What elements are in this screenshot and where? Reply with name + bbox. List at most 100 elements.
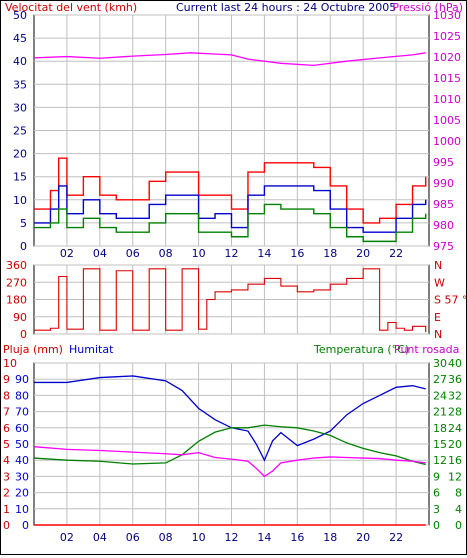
pressure-y-tick-label: 975: [433, 240, 454, 253]
x-tick-label: 10: [192, 247, 206, 260]
dewpoint-y-tick-label: 20: [448, 438, 462, 451]
x-tick-label: 22: [389, 247, 403, 260]
dewpoint-y-tick-label: 36: [448, 373, 462, 386]
wind-average-series: [34, 185, 427, 233]
pressure-y-tick-label: 1025: [433, 30, 461, 43]
x-tick-label: 16: [290, 247, 304, 260]
temperature-y-tick-label: 30: [433, 357, 447, 370]
wind-y-tick-label: 15: [13, 171, 27, 184]
temperature-y-tick-label: 9: [433, 470, 440, 483]
x-tick-label: 18: [323, 531, 337, 544]
temperature-y-tick-label: 0: [433, 519, 440, 532]
direction-y-tick-label: 360: [6, 259, 27, 272]
rain-y-tick-label: 2: [3, 487, 10, 500]
wind-y-tick-label: 10: [13, 194, 27, 207]
pressure-y-tick-label: 1030: [433, 9, 461, 22]
x-tick-label: 16: [290, 531, 304, 544]
temperature-series: [33, 424, 426, 466]
x-tick-label: 02: [60, 531, 74, 544]
humidity-y-tick-label: 50: [15, 438, 29, 451]
dewpoint-y-tick-label: 8: [455, 487, 462, 500]
rain-y-tick-label: 1: [3, 503, 10, 516]
x-tick-label: 08: [159, 531, 173, 544]
rain-y-tick-label: 10: [3, 357, 17, 370]
rain-y-tick-label: 4: [3, 454, 10, 467]
x-tick-label: 20: [356, 531, 370, 544]
rain-y-tick-label: 6: [3, 422, 10, 435]
wind-gust-series: [34, 157, 427, 224]
pressure-series: [33, 52, 426, 67]
dewpoint-y-tick-label: 24: [448, 422, 462, 435]
x-tick-label: 18: [323, 247, 337, 260]
wind-y-tick-label: 5: [20, 217, 27, 230]
x-tick-label: 12: [225, 531, 239, 544]
temperature-y-tick-label: 3: [433, 503, 440, 516]
humidity-series: [34, 375, 426, 462]
rain-y-tick-label: 3: [3, 470, 10, 483]
wind-speed-label: Velocitat del vent (kmh): [5, 1, 137, 14]
compass-tick-label: E: [434, 311, 441, 324]
x-tick-label: 04: [93, 531, 107, 544]
current-period-label: Current last 24 hours : 24 Octubre 2005: [176, 1, 396, 14]
humidity-axis-label: Humitat: [69, 343, 114, 356]
humidity-y-tick-label: 40: [15, 454, 29, 467]
humidity-y-tick-label: 60: [15, 422, 29, 435]
dewpoint-y-tick-label: 28: [448, 406, 462, 419]
dewpoint-y-tick-label: 4: [455, 503, 462, 516]
wind-y-tick-label: 40: [13, 55, 27, 68]
pressure-y-tick-label: 1015: [433, 72, 461, 85]
pressure-y-tick-label: 1000: [433, 135, 461, 148]
rain-axis-label: Pluja (mm): [3, 343, 63, 356]
x-tick-label: 02: [60, 247, 74, 260]
rain-y-tick-label: 8: [3, 389, 10, 402]
wind-y-tick-label: 0: [20, 240, 27, 253]
x-tick-label: 08: [159, 247, 173, 260]
x-tick-label: 14: [257, 531, 271, 544]
compass-tick-label: S 57 °: [434, 294, 466, 307]
pressure-y-tick-label: 985: [433, 198, 454, 211]
pressure-y-tick-label: 1010: [433, 93, 461, 106]
temperature-y-tick-label: 6: [433, 487, 440, 500]
wind-y-tick-label: 45: [13, 32, 27, 45]
pressure-y-tick-label: 995: [433, 156, 454, 169]
direction-y-tick-label: 270: [6, 276, 27, 289]
humidity-y-tick-label: 10: [15, 503, 29, 516]
humidity-y-tick-label: 70: [15, 406, 29, 419]
wind-y-tick-label: 20: [13, 148, 27, 161]
pressure-y-tick-label: 980: [433, 219, 454, 232]
humidity-y-tick-label: 30: [15, 470, 29, 483]
wind-direction-series: [34, 268, 427, 333]
compass-tick-label: N: [434, 259, 442, 272]
direction-y-tick-label: 0: [20, 328, 27, 341]
direction-y-tick-label: 180: [6, 294, 27, 307]
direction-y-tick-label: 90: [13, 311, 27, 324]
temperature-y-tick-label: 18: [433, 422, 447, 435]
rain-y-tick-label: 9: [3, 373, 10, 386]
dewpoint-y-tick-label: 40: [448, 357, 462, 370]
x-tick-label: 20: [356, 247, 370, 260]
x-tick-label: 06: [126, 531, 140, 544]
dewpoint-axis-label: Punt rosada: [394, 343, 459, 356]
temperature-y-tick-label: 12: [433, 454, 447, 467]
x-tick-label: 06: [126, 247, 140, 260]
wind-y-tick-label: 25: [13, 125, 27, 138]
humidity-y-tick-label: 0: [22, 519, 29, 532]
temperature-y-tick-label: 24: [433, 389, 447, 402]
temperature-axis-label: Temperatura (°C): [313, 343, 409, 356]
pressure-label: Pressió (hPa): [392, 1, 463, 14]
pressure-y-tick-label: 990: [433, 177, 454, 190]
temperature-y-tick-label: 27: [433, 373, 447, 386]
x-tick-label: 12: [225, 247, 239, 260]
rain-y-tick-label: 5: [3, 438, 10, 451]
dewpoint-y-tick-label: 0: [455, 519, 462, 532]
temperature-y-tick-label: 15: [433, 438, 447, 451]
dewpoint-y-tick-label: 12: [448, 470, 462, 483]
x-tick-label: 10: [192, 531, 206, 544]
pressure-y-tick-label: 1020: [433, 51, 461, 64]
dewpoint-y-tick-label: 32: [448, 389, 462, 402]
x-tick-label: 14: [257, 247, 271, 260]
dewpoint-series: [33, 446, 426, 478]
compass-tick-label: N: [434, 328, 442, 341]
